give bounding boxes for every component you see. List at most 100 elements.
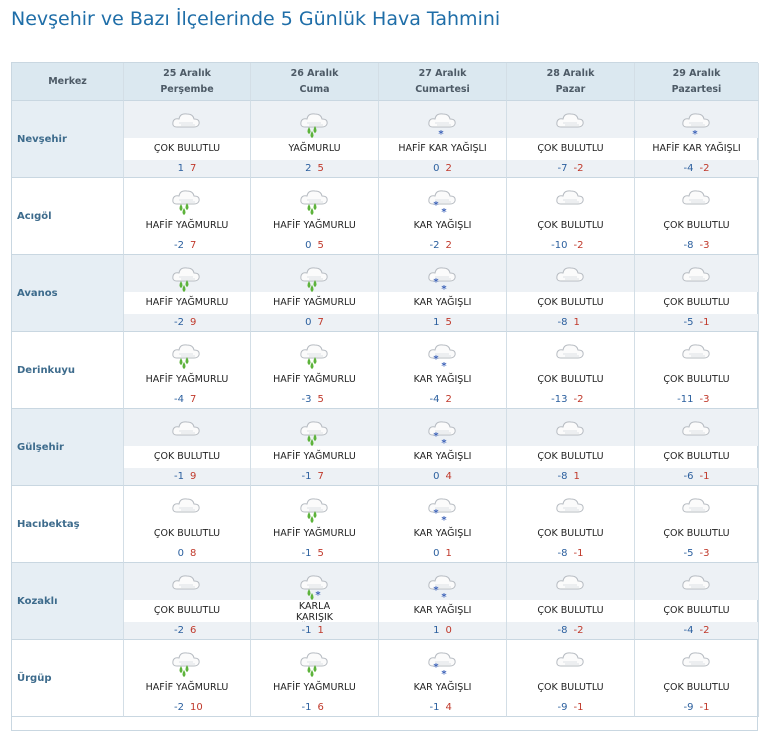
column-header: 29 Aralık Pazartesi (635, 63, 759, 101)
icon-holder (507, 109, 634, 139)
low-temp: -8 (557, 625, 568, 636)
forecast-cell: *KARLA KARIŞIK YAĞMURLU-11 (251, 563, 379, 640)
city-name: Gülşehir (12, 409, 124, 486)
icon-holder (251, 109, 378, 139)
temperatures: -4 7 (124, 394, 250, 405)
low-temp: -4 (174, 394, 184, 405)
low-temp: -10 (551, 240, 568, 251)
high-temp: 5 (317, 394, 324, 405)
icon-holder (507, 648, 634, 678)
city-name: Derinkuyu (12, 332, 124, 409)
temperatures: -1 4 (379, 702, 506, 713)
low-temp: 1 (433, 317, 440, 328)
icon-holder (124, 494, 250, 524)
high-temp: -1 (699, 702, 710, 713)
forecast-cell: ÇOK BULUTLU -2 6 (124, 563, 251, 640)
column-day: Cumartesi (415, 83, 470, 95)
high-temp: -2 (573, 163, 584, 174)
weather-icon: ** (427, 190, 456, 216)
high-temp: -3 (699, 548, 710, 559)
weather-icon: ** (427, 344, 456, 370)
icon-holder: * (379, 109, 506, 139)
temperatures: -2 2 (379, 240, 506, 251)
low-temp: -9 (683, 702, 694, 713)
high-temp: 7 (317, 317, 324, 328)
high-temp: -1 (573, 702, 584, 713)
temperatures: -2 6 (124, 622, 250, 639)
temperatures: -1 1 (251, 622, 378, 639)
low-temp: -4 (429, 394, 440, 405)
svg-text:*: * (441, 592, 447, 601)
forecast-cell: ÇOK BULUTLU -5 -3 (635, 486, 759, 563)
high-temp: -2 (573, 240, 584, 251)
weather-icon: ** (427, 267, 456, 293)
condition: ÇOK BULUTLU (537, 220, 604, 231)
column-day: Cuma (299, 83, 330, 95)
high-temp: -1 (573, 548, 584, 559)
low-temp: -5 (683, 548, 694, 559)
icon-holder (635, 263, 758, 293)
condition: HAFİF YAĞMURLU (273, 682, 356, 693)
condition: HAFİF YAĞMURLU (145, 220, 229, 231)
low-temp: -1 (301, 471, 312, 482)
condition: ÇOK BULUTLU (537, 528, 604, 539)
icon-holder: * * (379, 263, 506, 293)
weather-icon: ** (427, 575, 456, 601)
svg-text:*: * (433, 354, 439, 365)
high-temp: 5 (445, 317, 452, 328)
city-name: Acıgöl (12, 178, 124, 255)
low-temp: 0 (305, 317, 312, 328)
column-header: 28 Aralık Pazar (507, 63, 635, 101)
icon-holder (635, 417, 758, 447)
high-temp: 2 (445, 394, 452, 405)
city-name: Kozaklı (12, 563, 124, 640)
weather-icon (555, 498, 584, 513)
temperatures: -1 7 (251, 468, 378, 485)
high-temp: 1 (573, 317, 580, 328)
weather-icon (299, 267, 328, 292)
condition: ÇOK BULUTLU (153, 528, 221, 539)
high-temp: 5 (317, 163, 324, 174)
temperatures: -4 -2 (635, 160, 758, 177)
condition: KAR YAĞIŞLI (413, 451, 472, 462)
low-temp: -4 (683, 625, 694, 636)
weather-icon (172, 344, 200, 369)
condition: ÇOK BULUTLU (537, 451, 604, 462)
icon-holder: * * (379, 571, 506, 601)
condition: ÇOK BULUTLU (153, 143, 221, 154)
condition: HAFİF YAĞMURLU (145, 297, 229, 308)
forecast-cell: ÇOK BULUTLU -5 -1 (635, 255, 759, 332)
icon-holder (251, 263, 378, 293)
weather-icon (555, 267, 584, 282)
weather-icon (681, 344, 710, 359)
svg-text:*: * (441, 515, 447, 524)
temperatures: -7 -2 (507, 160, 634, 177)
high-temp: 1 (317, 625, 324, 636)
icon-holder (251, 340, 378, 370)
low-temp: -1 (429, 702, 440, 713)
corner-header: Merkez (12, 63, 124, 101)
condition: KAR YAĞIŞLI (413, 297, 472, 308)
forecast-cell: ÇOK BULUTLU -11 -3 (635, 332, 759, 409)
temperatures: -8 1 (507, 468, 634, 485)
forecast-cell: HAFİF YAĞMURLU -2 7 (124, 178, 251, 255)
temperatures: -4 2 (379, 394, 506, 405)
condition: HAFİF YAĞMURLU (273, 374, 356, 385)
icon-holder: * (251, 571, 378, 601)
temperatures: -8 -1 (507, 548, 634, 559)
forecast-cell: * * KAR YAĞIŞLI -1 4 (379, 640, 507, 717)
forecast-cell: ÇOK BULUTLU -9 -1 (507, 640, 635, 717)
forecast-cell: ÇOK BULUTLU -8 1 (507, 409, 635, 486)
weather-icon: * (299, 575, 328, 601)
low-temp: -1 (301, 548, 312, 559)
low-temp: 0 (433, 548, 440, 559)
low-temp: -2 (174, 702, 184, 713)
weather-icon (172, 652, 200, 677)
high-temp: 5 (317, 240, 324, 251)
page-title: Nevşehir ve Bazı İlçelerinde 5 Günlük Ha… (11, 8, 501, 30)
svg-text:*: * (438, 129, 444, 139)
